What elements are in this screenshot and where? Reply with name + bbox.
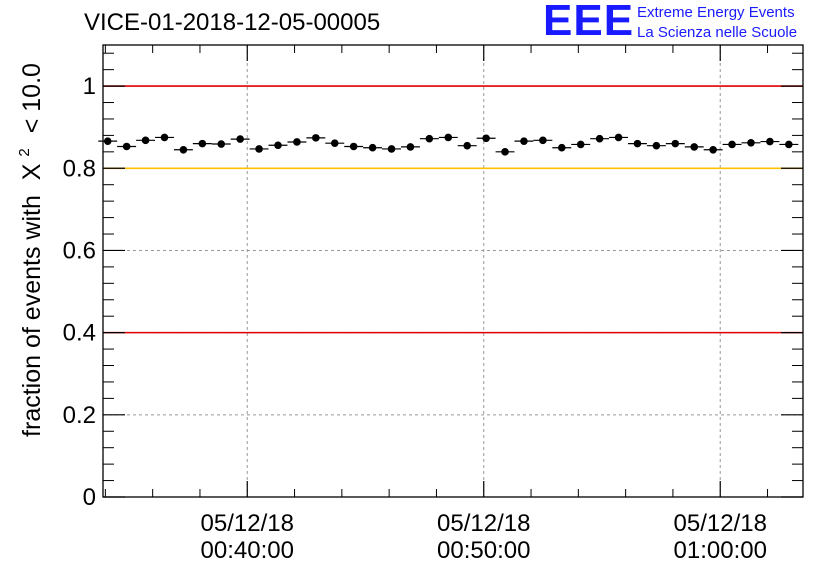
y-tick-label: 0 xyxy=(83,484,96,511)
data-point xyxy=(406,143,415,151)
data-point xyxy=(709,145,717,154)
data-point xyxy=(103,137,112,145)
y-axis-label-superscript: 2 xyxy=(16,148,33,156)
x-tick-date-label: 05/12/18 xyxy=(674,510,767,537)
data-point xyxy=(293,138,301,146)
data-point xyxy=(444,133,453,142)
data-point xyxy=(633,139,642,148)
chart-title: VICE-01-2018-12-05-00005 xyxy=(84,9,381,36)
data-point xyxy=(122,142,131,151)
data-point xyxy=(463,141,471,150)
data-point xyxy=(198,139,207,148)
data-point xyxy=(141,136,150,145)
data-points xyxy=(98,133,799,156)
data-point xyxy=(614,133,623,142)
grid-layer xyxy=(103,45,803,497)
data-point xyxy=(425,134,434,143)
data-point xyxy=(236,135,244,143)
data-point xyxy=(595,134,604,143)
eee-logo-mark: EEE xyxy=(543,0,635,45)
x-tick-time-label: 00:50:00 xyxy=(437,537,530,564)
y-axis-label: fraction of events with Χ 2 < 10.0 xyxy=(7,63,46,437)
x-tick-time-label: 01:00:00 xyxy=(674,537,767,564)
y-tick-label: 0.2 xyxy=(63,402,96,429)
x-tick-date-label: 05/12/18 xyxy=(201,510,294,537)
data-point xyxy=(387,145,396,153)
data-point xyxy=(747,138,755,147)
y-tick-label: 0.4 xyxy=(63,320,96,347)
data-point xyxy=(728,140,736,149)
data-point xyxy=(349,142,358,151)
data-point xyxy=(766,137,774,146)
axes: 00.20.40.60.8105/12/1800:40:0005/12/1800… xyxy=(63,45,803,564)
plot-frame xyxy=(102,44,804,498)
data-point xyxy=(482,134,490,143)
data-point xyxy=(217,140,226,148)
data-point xyxy=(312,134,320,142)
data-point xyxy=(179,145,188,154)
reference-lines xyxy=(103,85,803,334)
data-point xyxy=(520,137,528,145)
y-axis-label-symbol: Χ xyxy=(18,163,46,180)
data-point xyxy=(785,140,793,149)
x-tick-time-label: 00:40:00 xyxy=(201,537,294,564)
data-point xyxy=(368,143,377,152)
data-point xyxy=(160,133,169,142)
data-point xyxy=(330,139,339,148)
logo-line-1: Extreme Energy Events xyxy=(637,4,795,21)
y-tick-label: 0.8 xyxy=(63,155,96,182)
y-tick-label: 0.6 xyxy=(63,237,96,264)
data-point xyxy=(255,145,263,153)
data-point xyxy=(557,143,566,152)
data-point xyxy=(274,141,282,150)
y-tick-label: 1 xyxy=(83,73,96,100)
data-point xyxy=(501,148,509,156)
data-point xyxy=(576,140,585,149)
y-axis-label-suffix: < 10.0 xyxy=(18,63,46,133)
x-tick-date-label: 05/12/18 xyxy=(437,510,530,537)
data-point xyxy=(671,139,680,148)
logo-line-2: La Scienza nelle Scuole xyxy=(637,24,798,41)
data-point xyxy=(690,143,699,151)
data-point xyxy=(539,136,547,145)
data-point xyxy=(652,141,661,150)
y-axis-label-text: fraction of events with xyxy=(18,195,46,437)
